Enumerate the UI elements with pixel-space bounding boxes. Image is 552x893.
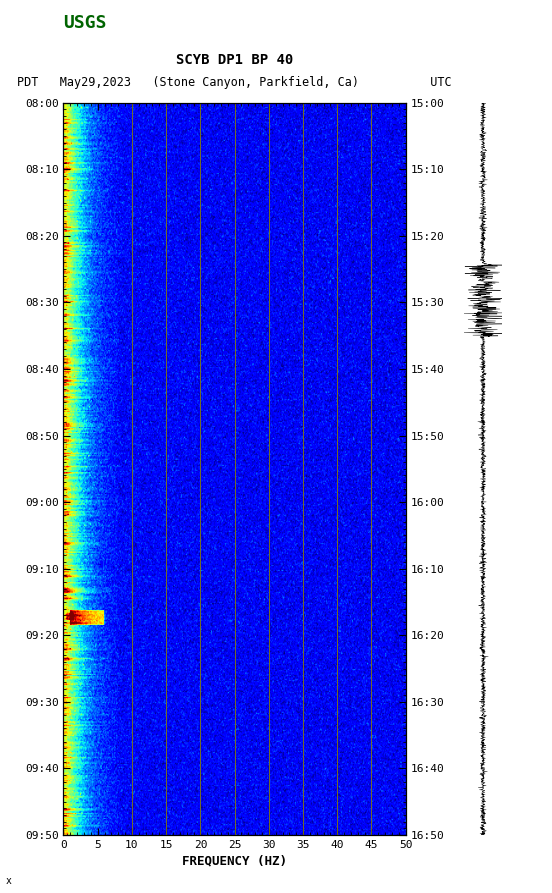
Text: SCYB DP1 BP 40: SCYB DP1 BP 40 xyxy=(176,53,293,67)
Text: x: x xyxy=(6,876,12,886)
Text: PDT   May29,2023   (Stone Canyon, Parkfield, Ca)          UTC: PDT May29,2023 (Stone Canyon, Parkfield,… xyxy=(17,76,452,89)
Text: USGS: USGS xyxy=(63,14,107,32)
X-axis label: FREQUENCY (HZ): FREQUENCY (HZ) xyxy=(182,854,287,867)
